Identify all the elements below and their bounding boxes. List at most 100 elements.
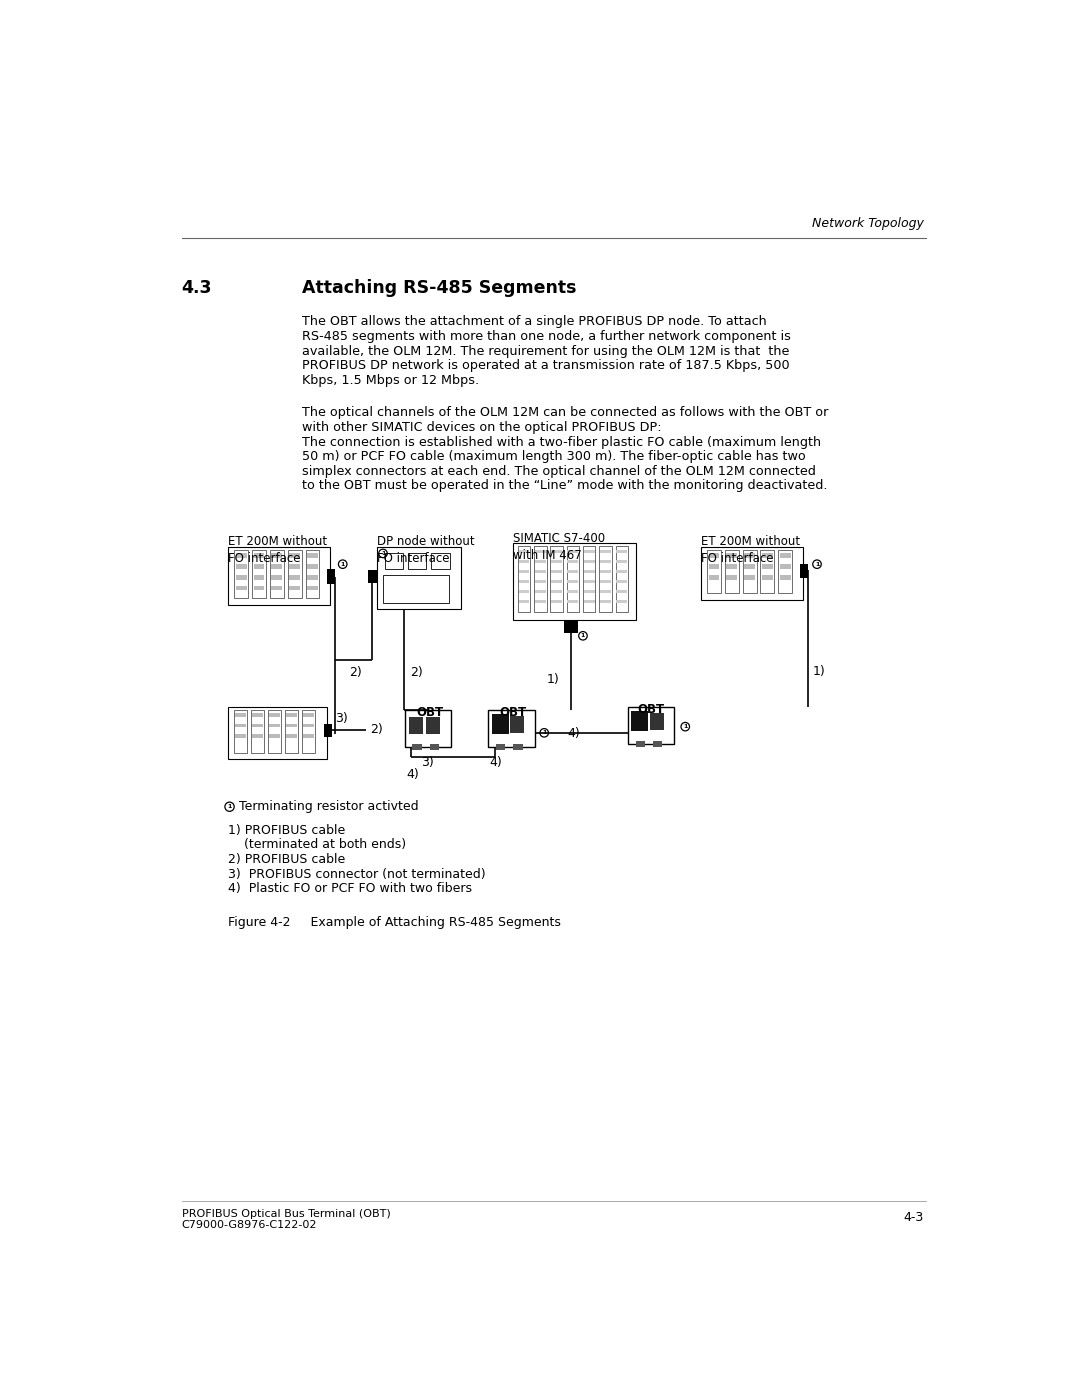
- Text: RS-485 segments with more than one node, a further network component is: RS-485 segments with more than one node,…: [301, 330, 791, 344]
- Bar: [377, 548, 460, 609]
- Bar: [252, 724, 262, 728]
- Text: simplex connectors at each end. The optical channel of the OLM 12M connected: simplex connectors at each end. The opti…: [301, 465, 815, 478]
- Bar: [551, 570, 562, 573]
- Bar: [488, 710, 535, 746]
- Bar: [235, 585, 246, 591]
- Text: 3): 3): [335, 712, 348, 725]
- Bar: [430, 743, 438, 750]
- Bar: [727, 553, 738, 557]
- Bar: [303, 735, 314, 738]
- Bar: [409, 718, 423, 735]
- Bar: [302, 710, 314, 753]
- Bar: [780, 553, 791, 557]
- Bar: [518, 599, 529, 602]
- Bar: [271, 553, 282, 557]
- Bar: [513, 743, 523, 750]
- Bar: [518, 580, 529, 583]
- Bar: [285, 710, 298, 753]
- Bar: [289, 553, 300, 557]
- Bar: [254, 564, 265, 569]
- Text: PROFIBUS Optical Bus Terminal (OBT): PROFIBUS Optical Bus Terminal (OBT): [181, 1208, 390, 1218]
- Bar: [235, 724, 246, 728]
- Bar: [518, 549, 529, 553]
- Bar: [636, 740, 645, 746]
- Bar: [235, 576, 246, 580]
- Bar: [513, 543, 636, 620]
- Text: C79000-G8976-C122-02: C79000-G8976-C122-02: [181, 1220, 318, 1231]
- Bar: [235, 712, 246, 717]
- Text: 1): 1): [546, 673, 559, 686]
- Bar: [271, 585, 282, 591]
- Bar: [564, 620, 578, 633]
- Bar: [518, 560, 529, 563]
- Bar: [307, 553, 318, 557]
- Bar: [583, 570, 595, 573]
- Bar: [762, 553, 773, 557]
- Text: with other SIMATIC devices on the optical PROFIBUS DP:: with other SIMATIC devices on the optica…: [301, 420, 661, 434]
- Bar: [235, 553, 246, 557]
- Bar: [744, 564, 755, 569]
- Bar: [551, 549, 562, 553]
- Bar: [234, 710, 246, 753]
- Bar: [289, 585, 300, 591]
- Bar: [228, 707, 327, 759]
- Text: OBT: OBT: [500, 705, 527, 719]
- Bar: [235, 735, 246, 738]
- Bar: [491, 714, 509, 735]
- Bar: [431, 553, 449, 569]
- Text: Attaching RS-485 Segments: Attaching RS-485 Segments: [301, 279, 576, 298]
- Text: 2): 2): [410, 666, 423, 679]
- Bar: [760, 550, 774, 594]
- Bar: [600, 560, 611, 563]
- Text: DP node without
FO interface: DP node without FO interface: [377, 535, 474, 564]
- Bar: [551, 546, 563, 612]
- Bar: [252, 550, 266, 598]
- Bar: [583, 560, 595, 563]
- Bar: [269, 724, 280, 728]
- Text: PROFIBUS DP network is operated at a transmission rate of 187.5 Kbps, 500: PROFIBUS DP network is operated at a tra…: [301, 359, 789, 373]
- Text: Terminating resistor activted: Terminating resistor activted: [239, 800, 418, 813]
- Bar: [725, 550, 739, 594]
- Text: 4.3: 4.3: [181, 279, 212, 298]
- Bar: [780, 564, 791, 569]
- Text: 1: 1: [683, 724, 688, 729]
- Bar: [708, 553, 719, 557]
- Bar: [727, 576, 738, 580]
- Bar: [303, 712, 314, 717]
- Bar: [627, 707, 674, 743]
- Text: 1: 1: [581, 633, 585, 638]
- Bar: [535, 560, 545, 563]
- Bar: [617, 599, 627, 602]
- Bar: [567, 546, 579, 612]
- Bar: [535, 599, 545, 602]
- Bar: [427, 718, 441, 735]
- Bar: [551, 599, 562, 602]
- Text: 2): 2): [369, 724, 382, 736]
- Bar: [535, 546, 546, 612]
- Bar: [384, 553, 403, 569]
- Bar: [567, 560, 578, 563]
- Bar: [551, 560, 562, 563]
- Bar: [762, 576, 773, 580]
- Bar: [228, 548, 330, 605]
- Bar: [405, 710, 451, 746]
- Bar: [303, 724, 314, 728]
- Bar: [701, 548, 804, 599]
- Bar: [600, 599, 611, 602]
- Bar: [583, 549, 595, 553]
- Text: available, the OLM 12M. The requirement for using the OLM 12M is that  the: available, the OLM 12M. The requirement …: [301, 345, 789, 358]
- Text: 50 m) or PCF FO cable (maximum length 300 m). The fiber-optic cable has two: 50 m) or PCF FO cable (maximum length 30…: [301, 450, 806, 464]
- Bar: [708, 564, 719, 569]
- Bar: [234, 550, 248, 598]
- Bar: [254, 576, 265, 580]
- Text: 4-3: 4-3: [904, 1211, 924, 1224]
- Bar: [270, 550, 284, 598]
- Text: SIMATIC S7-400
with IM 467: SIMATIC S7-400 with IM 467: [513, 532, 605, 562]
- Bar: [708, 576, 719, 580]
- Bar: [286, 712, 297, 717]
- Text: 1: 1: [542, 731, 546, 735]
- Bar: [779, 550, 793, 594]
- Bar: [408, 553, 427, 569]
- Bar: [252, 735, 262, 738]
- Text: 1: 1: [340, 562, 345, 567]
